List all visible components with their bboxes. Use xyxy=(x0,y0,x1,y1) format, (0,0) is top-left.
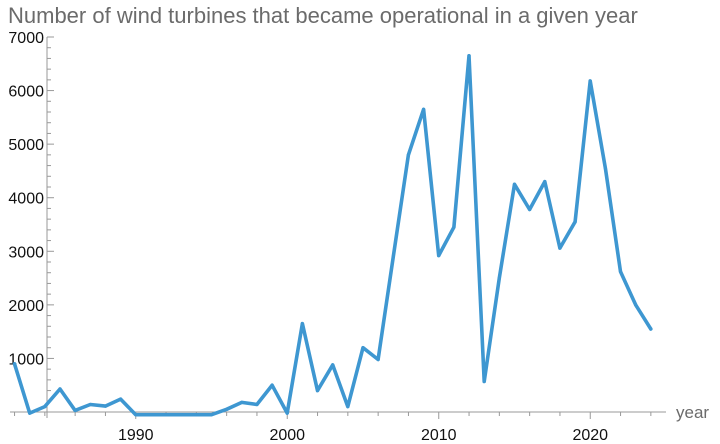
y-axis: 1000 2000 3000 4000 5000 6000 7000 xyxy=(8,30,54,418)
data-point xyxy=(103,404,108,408)
x-axis: 1990 2000 2010 2020 xyxy=(10,411,666,444)
data-point xyxy=(28,411,32,415)
x-tick-label: 2000 xyxy=(269,427,305,444)
data-point xyxy=(603,166,607,170)
data-point xyxy=(149,413,153,417)
x-axis-label: year xyxy=(676,403,709,422)
y-tick-label: 3000 xyxy=(8,244,44,261)
data-point xyxy=(134,413,138,417)
data-point xyxy=(543,180,547,184)
data-point xyxy=(88,402,92,407)
data-point xyxy=(58,387,62,391)
data-point xyxy=(164,413,168,417)
x-tick-label: 2010 xyxy=(421,427,457,444)
data-point xyxy=(179,413,183,417)
data-point xyxy=(12,362,17,366)
data-point xyxy=(452,225,456,229)
y-tick-label: 2000 xyxy=(8,298,44,315)
data-point xyxy=(482,379,486,384)
data-point xyxy=(225,407,229,411)
data-point xyxy=(240,400,244,404)
y-tick-label: 1000 xyxy=(8,351,44,368)
data-point xyxy=(194,413,198,417)
data-point xyxy=(391,255,395,259)
data-point xyxy=(437,253,441,258)
data-point xyxy=(618,270,623,274)
data-point xyxy=(73,408,77,412)
data-point xyxy=(467,54,471,58)
series-line xyxy=(12,53,653,417)
data-point xyxy=(285,411,289,415)
data-point xyxy=(573,220,577,224)
data-point xyxy=(649,327,653,331)
data-point xyxy=(315,388,320,393)
y-tick-label: 4000 xyxy=(8,191,44,208)
data-point xyxy=(376,357,380,362)
data-point xyxy=(497,276,501,280)
chart-title: Number of wind turbines that became oper… xyxy=(8,3,638,28)
data-point xyxy=(346,405,350,409)
data-point xyxy=(421,107,426,111)
data-point xyxy=(43,405,47,409)
data-point xyxy=(558,246,562,250)
data-point xyxy=(588,79,592,83)
y-tick-label: 7000 xyxy=(8,30,44,47)
x-tick-label: 1990 xyxy=(118,427,154,444)
data-point xyxy=(300,322,304,326)
y-tick-label: 5000 xyxy=(8,137,44,154)
data-point xyxy=(331,363,335,367)
data-point xyxy=(634,303,638,307)
x-tick-label: 2020 xyxy=(572,427,608,444)
data-point xyxy=(512,182,517,186)
data-point xyxy=(361,346,365,350)
series-group xyxy=(12,53,653,417)
data-point xyxy=(270,383,274,387)
data-point xyxy=(255,402,259,407)
data-point xyxy=(118,397,123,401)
data-point xyxy=(406,153,411,157)
data-point xyxy=(209,413,214,417)
y-tick-label: 6000 xyxy=(8,84,44,101)
data-point xyxy=(528,207,532,212)
